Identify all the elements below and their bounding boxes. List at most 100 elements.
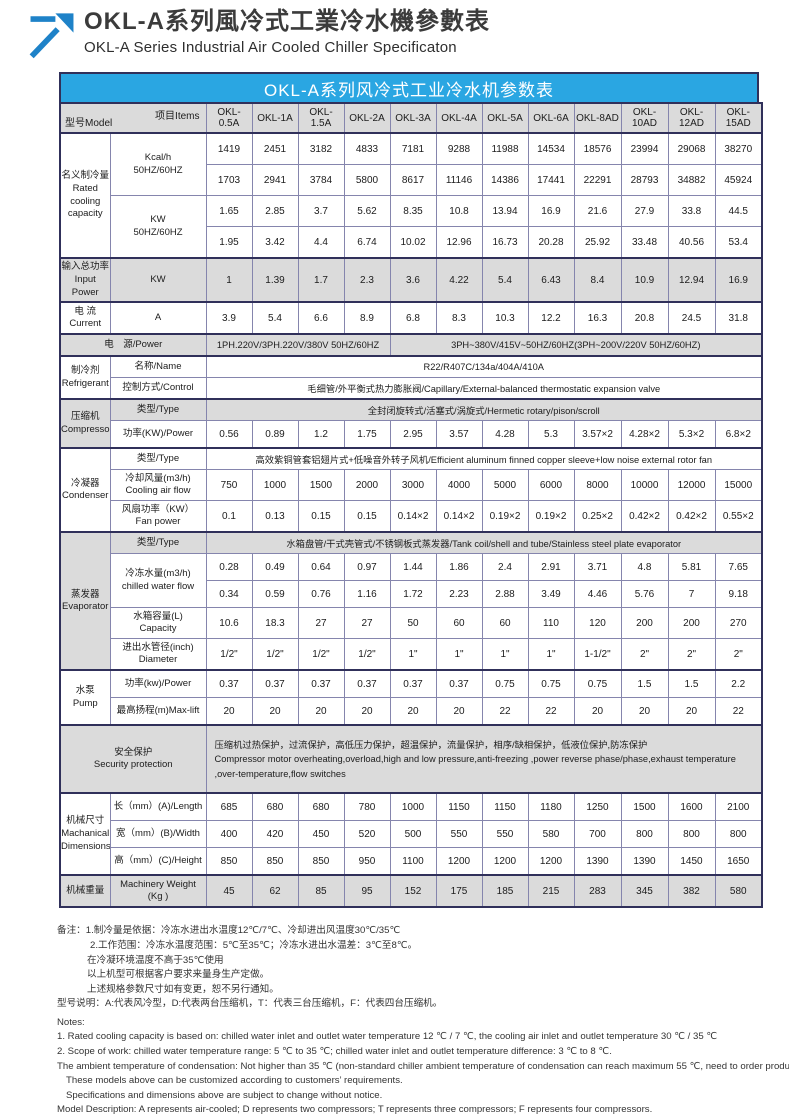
value-cell: 3.9 bbox=[205, 301, 253, 335]
value-cell: 毛细管/外平衡式热力膨胀阀/Capillary/External-balance… bbox=[205, 377, 763, 400]
value-cell: 382 bbox=[667, 874, 716, 908]
value-cell: 1" bbox=[435, 638, 483, 671]
value-cell: 800 bbox=[714, 820, 763, 849]
table-row: 宽（mm）(B)/Width 400 420 450 520 500 550 550 580 70… bbox=[60, 820, 763, 849]
value-cell: 6.43 bbox=[527, 256, 575, 303]
value-cell: 60 bbox=[481, 607, 529, 640]
value-cell: 45 bbox=[205, 874, 253, 908]
value-cell: 14386 bbox=[481, 164, 529, 196]
value-cell: 850 bbox=[251, 847, 299, 876]
table-row: 蒸发器 Evaporator 类型/Type 水箱盘管/干式壳管式/不锈钢板式蒸发器… bbox=[59, 531, 763, 671]
value-cell: 85 bbox=[297, 874, 345, 908]
value-cell: 2.88 bbox=[481, 580, 529, 609]
table-row: 名义制冷量 Rated cooling capacity Kcal/h 50HZ/… bbox=[59, 132, 763, 259]
value-cell: 25.92 bbox=[573, 226, 622, 259]
note-line: 2.工作范围：冷冻水温度范围：5℃至35℃；冷冻水进出水温差：3℃至8℃。 bbox=[90, 940, 418, 952]
value-cell: 22 bbox=[481, 697, 529, 726]
value-cell: 700 bbox=[573, 820, 622, 849]
value-cell: 8.4 bbox=[573, 256, 622, 303]
value-cell: 水箱盘管/干式壳管式/不锈钢板式蒸发器/Tank coil/shell and … bbox=[205, 531, 763, 555]
value-cell: 22291 bbox=[573, 164, 622, 196]
value-cell: 6000 bbox=[527, 469, 575, 502]
notes-section: 备注：1.制冷量是依据：冷冻水进出水温度12℃/7℃、冷却进出风温度30℃/35… bbox=[57, 924, 789, 1118]
value-cell: 3784 bbox=[297, 164, 345, 196]
value-cell: 23994 bbox=[620, 132, 669, 165]
value-cell: 0.75 bbox=[481, 669, 529, 699]
value-cell: 5.4 bbox=[481, 256, 529, 303]
note-line: 以上机型可根据客户要求来量身生产定做。 bbox=[87, 969, 270, 981]
value-cell: 2.23 bbox=[435, 580, 483, 609]
value-cell: 0.37 bbox=[343, 669, 391, 699]
category-label: 机械重量 bbox=[59, 874, 111, 908]
value-cell: 4.28 bbox=[481, 420, 529, 449]
value-cell: 3.49 bbox=[527, 580, 575, 609]
table-row: 机械尺寸 Machanical Dimensions 长（mm）(A)/Lengt… bbox=[59, 792, 763, 876]
value-cell: 27.9 bbox=[620, 195, 669, 227]
value-cell: 2451 bbox=[251, 132, 299, 165]
category-label: 水泵 Pump bbox=[59, 669, 111, 726]
value-cell: 21.6 bbox=[573, 195, 622, 227]
category-label: 安全保护 Security protection bbox=[59, 724, 207, 794]
item-label: 名称/Name bbox=[109, 355, 207, 379]
value-cell: 11988 bbox=[481, 132, 529, 165]
table-row: 制冷剂 Refrigerant 名称/Name R22/R407C/134a/404… bbox=[59, 355, 763, 400]
value-cell: 20 bbox=[389, 697, 437, 726]
corner-model-label: 型号Model bbox=[65, 118, 113, 129]
value-cell: 20 bbox=[343, 697, 391, 726]
item-label: Machinery Weight (Kg ) bbox=[109, 874, 207, 908]
value-cell: 16.73 bbox=[481, 226, 529, 259]
value-cell: 20.8 bbox=[620, 301, 669, 335]
value-cell: 270 bbox=[714, 607, 763, 640]
model-header: OKL-1A bbox=[251, 102, 299, 134]
value-cell: 175 bbox=[435, 874, 483, 908]
value-cell: 5.81 bbox=[667, 553, 716, 582]
table-row: 1703 2941 3784 5800 8617 11146 14386 17441 22291… bbox=[60, 164, 763, 196]
value-cell: 950 bbox=[343, 847, 391, 876]
item-label: 冷冻水量(m3/h) chilled water flow bbox=[109, 553, 207, 609]
value-cell: 27 bbox=[297, 607, 345, 640]
value-cell: 11146 bbox=[435, 164, 483, 196]
value-cell: 580 bbox=[527, 820, 575, 849]
value-cell: 27 bbox=[343, 607, 391, 640]
value-cell: 1000 bbox=[251, 469, 299, 502]
value-cell: 28793 bbox=[620, 164, 669, 196]
note-line: Specifications and dimensions above are … bbox=[66, 1089, 383, 1101]
value-cell: 1.86 bbox=[435, 553, 483, 582]
value-cell: 1.65 bbox=[205, 195, 253, 227]
model-header: OKL-6A bbox=[527, 102, 575, 134]
value-cell: 1000 bbox=[389, 792, 437, 822]
value-cell: 2" bbox=[620, 638, 669, 671]
value-cell: 5.62 bbox=[343, 195, 391, 227]
note-line: Notes: bbox=[57, 1016, 85, 1028]
value-cell: 17441 bbox=[527, 164, 575, 196]
item-label: 功率(kw)/Power bbox=[109, 669, 207, 699]
note-line: 上述规格参数尺寸如有变更，恕不另行通知。 bbox=[87, 983, 279, 995]
value-cell: 22 bbox=[527, 697, 575, 726]
value-cell: 0.13 bbox=[251, 500, 299, 533]
value-cell: 7 bbox=[667, 580, 716, 609]
value-cell: 15000 bbox=[714, 469, 763, 502]
value-cell: 5000 bbox=[481, 469, 529, 502]
model-header: OKL-2A bbox=[343, 102, 391, 134]
value-cell: 0.37 bbox=[389, 669, 437, 699]
model-header: OKL-5A bbox=[481, 102, 529, 134]
value-cell: 0.14×2 bbox=[435, 500, 483, 533]
table-row: KW 50HZ/60HZ 1.65 2.85 3.7 5.62 8.35 10.8 13.94… bbox=[60, 195, 763, 259]
value-cell: 200 bbox=[620, 607, 669, 640]
value-cell: 12000 bbox=[667, 469, 716, 502]
table-row: 冷冻水量(m3/h) chilled water flow 0.28 0.49 0.6… bbox=[60, 553, 763, 609]
value-cell: 60 bbox=[435, 607, 483, 640]
value-cell: 45924 bbox=[714, 164, 763, 196]
value-cell: 18.3 bbox=[251, 607, 299, 640]
value-cell: 120 bbox=[573, 607, 622, 640]
value-cell: 6.74 bbox=[343, 226, 391, 259]
value-cell: 3.6 bbox=[389, 256, 437, 303]
value-cell: 0.14×2 bbox=[389, 500, 437, 533]
value-cell: 7181 bbox=[389, 132, 437, 165]
spec-table-wrapper: OKL-A系列风冷式工业冷水机参数表 型号Model 项目Items OKL-0.5… bbox=[59, 72, 763, 909]
note-line: 在冷凝环境温度不高于35℃使用 bbox=[87, 954, 224, 966]
value-cell: 1" bbox=[481, 638, 529, 671]
value-cell: 5.76 bbox=[620, 580, 669, 609]
value-cell: 1.95 bbox=[205, 226, 253, 259]
table-row: 水箱容量(L) Capacity 10.6 18.3 27 27 50 60 60 110 120… bbox=[60, 607, 763, 640]
